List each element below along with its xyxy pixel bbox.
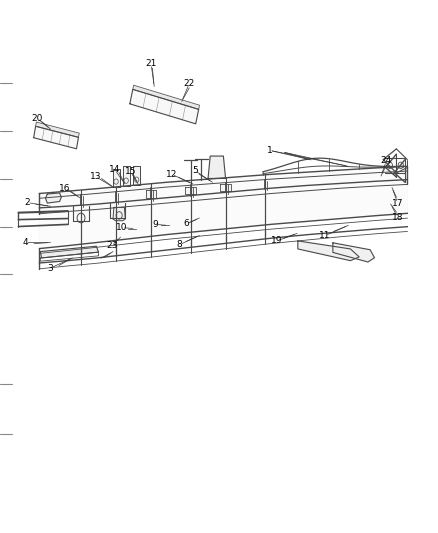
Text: 12: 12 <box>166 170 177 179</box>
Polygon shape <box>333 243 374 262</box>
Polygon shape <box>40 246 99 258</box>
Text: 22: 22 <box>184 79 195 88</box>
Text: 14: 14 <box>109 165 120 174</box>
Text: 5: 5 <box>192 166 198 175</box>
Polygon shape <box>34 126 78 149</box>
Polygon shape <box>39 166 407 248</box>
Polygon shape <box>220 184 231 191</box>
Text: 23: 23 <box>106 241 117 249</box>
Text: 2: 2 <box>25 198 30 207</box>
Text: 11: 11 <box>319 231 331 240</box>
Text: 9: 9 <box>152 220 159 229</box>
Text: 24: 24 <box>381 157 392 165</box>
Text: 15: 15 <box>125 167 136 176</box>
Polygon shape <box>113 207 125 221</box>
Text: 10: 10 <box>116 223 127 232</box>
Polygon shape <box>46 193 61 203</box>
Polygon shape <box>146 190 156 198</box>
Text: 21: 21 <box>145 60 157 68</box>
Text: 13: 13 <box>90 172 101 181</box>
Polygon shape <box>185 187 196 194</box>
Polygon shape <box>35 122 79 138</box>
Text: 1: 1 <box>266 146 272 155</box>
Text: 17: 17 <box>392 199 403 207</box>
Text: 18: 18 <box>392 213 403 222</box>
Text: 4: 4 <box>23 238 28 247</box>
Polygon shape <box>298 241 359 261</box>
Text: 6: 6 <box>183 220 189 228</box>
Polygon shape <box>123 166 130 186</box>
Polygon shape <box>133 166 140 185</box>
Text: 8: 8 <box>177 240 183 249</box>
Polygon shape <box>133 85 200 109</box>
Polygon shape <box>113 169 120 187</box>
Text: 16: 16 <box>59 184 71 192</box>
Polygon shape <box>208 156 226 179</box>
Text: 20: 20 <box>32 114 43 123</box>
Polygon shape <box>130 90 199 124</box>
Text: 19: 19 <box>271 237 283 245</box>
Text: 3: 3 <box>47 264 53 272</box>
